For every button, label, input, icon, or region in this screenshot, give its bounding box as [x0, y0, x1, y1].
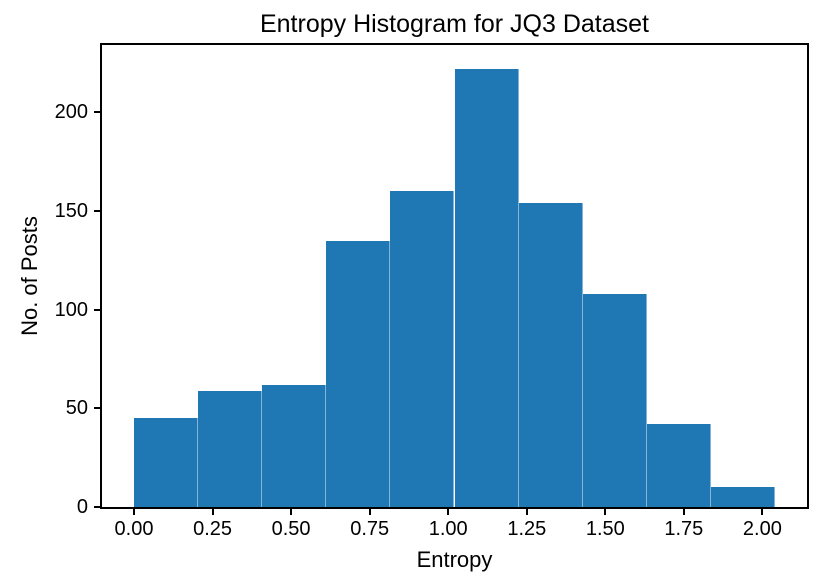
x-axis-tick [211, 507, 214, 515]
y-axis-tick-label: 0 [76, 496, 88, 518]
histogram-bar [710, 487, 775, 507]
y-axis-tick-label: 50 [65, 397, 88, 420]
y-axis-tick [94, 111, 102, 114]
histogram-bar [262, 384, 327, 507]
x-axis-tick [682, 507, 685, 515]
x-axis-tick [133, 507, 135, 515]
x-axis-tick [525, 507, 528, 515]
y-axis-tick [94, 308, 102, 311]
x-axis-tick-label: 2.00 [742, 518, 782, 540]
histogram-bar [198, 390, 263, 507]
y-axis-tick [94, 506, 102, 508]
x-axis-tick-label: 0.50 [271, 518, 311, 540]
x-axis-tick [290, 507, 293, 515]
y-axis-label: No. of Posts [17, 216, 42, 336]
x-axis-tick-label: 0.75 [350, 518, 390, 540]
x-axis-tick-label: 0.25 [193, 518, 233, 540]
histogram-bar [582, 293, 647, 507]
x-axis-tick [761, 507, 764, 515]
x-axis-tick [368, 507, 371, 515]
x-axis-tick-label: 1.50 [585, 518, 625, 540]
x-axis-tick-label: 1.00 [428, 518, 468, 540]
x-axis-tick-label: 0.00 [114, 518, 154, 540]
chart-title: Entropy Histogram for JQ3 Dataset [259, 10, 650, 38]
x-axis-tick [604, 507, 607, 515]
histogram-bar [646, 424, 711, 507]
histogram-bar [518, 202, 583, 507]
x-axis-tick-label: 1.75 [664, 518, 704, 540]
y-axis-tick-label: 150 [54, 199, 88, 222]
bars-layer [102, 45, 807, 507]
y-axis-tick-label: 100 [54, 298, 88, 321]
histogram-bar [134, 418, 199, 507]
x-axis-tick-label: 1.25 [507, 518, 547, 540]
histogram-bar [454, 68, 519, 507]
x-axis-tick [447, 507, 450, 515]
histogram-bar [390, 191, 455, 507]
x-axis-label: Entropy [416, 547, 493, 572]
y-axis-tick [94, 407, 102, 410]
histogram-bar [326, 240, 391, 507]
y-axis-tick-label: 200 [54, 101, 88, 124]
y-axis-tick [94, 209, 102, 212]
